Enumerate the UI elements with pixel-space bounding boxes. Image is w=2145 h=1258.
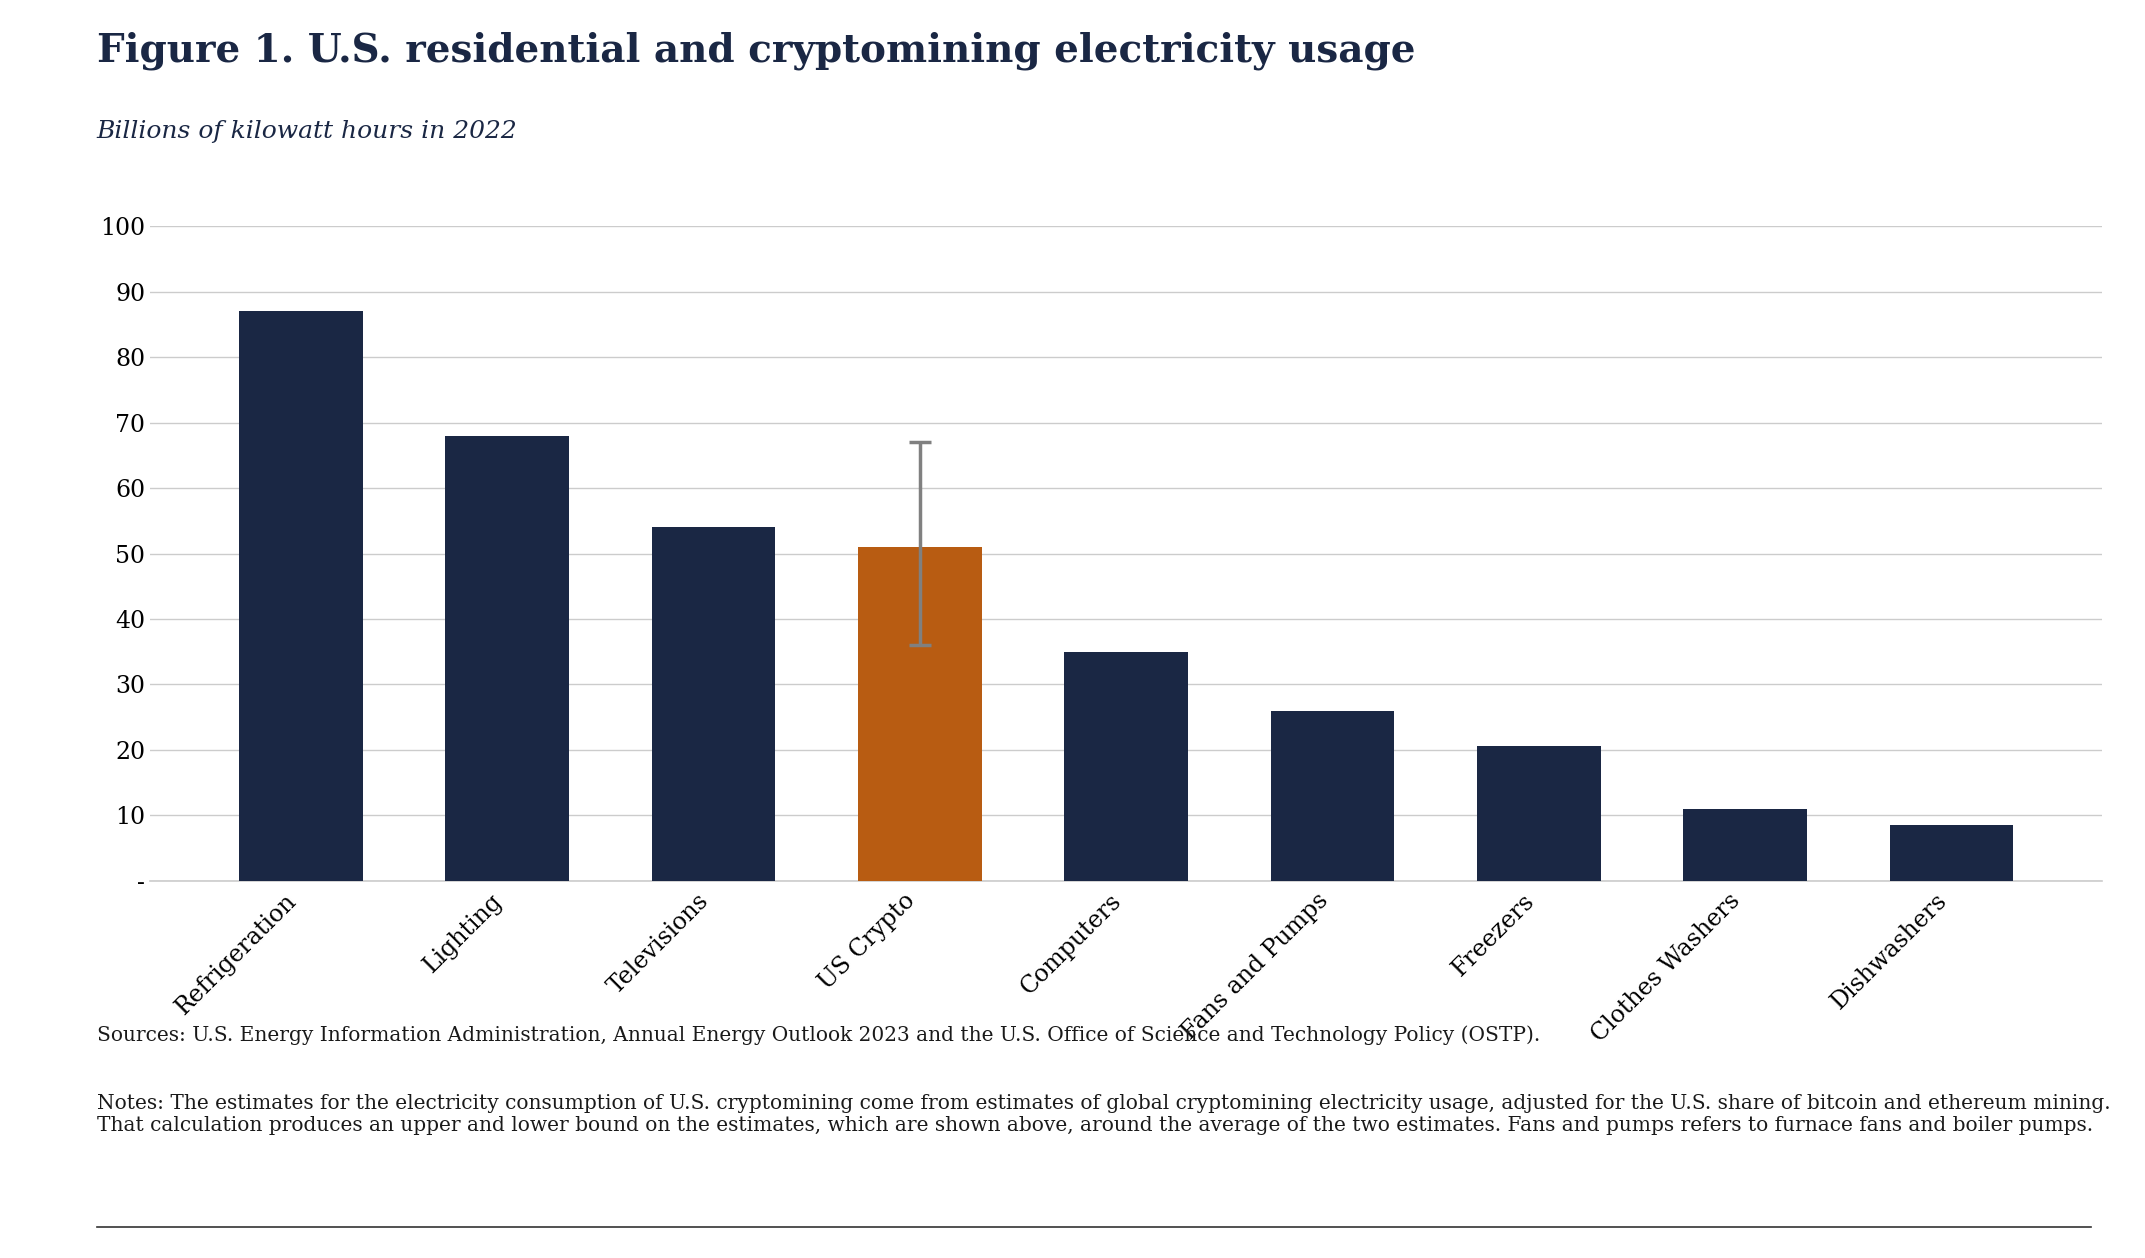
- Bar: [446, 435, 568, 881]
- Bar: [1064, 652, 1188, 881]
- Text: Billions of kilowatt hours in 2022: Billions of kilowatt hours in 2022: [97, 120, 517, 142]
- Bar: [1478, 746, 1600, 881]
- Bar: [858, 547, 982, 881]
- Text: Figure 1. U.S. residential and cryptomining electricity usage: Figure 1. U.S. residential and cryptomin…: [97, 31, 1416, 70]
- Bar: [238, 312, 363, 881]
- Bar: [652, 527, 774, 881]
- Bar: [1890, 825, 2014, 881]
- Text: Sources: U.S. Energy Information Administration, Annual Energy Outlook 2023 and : Sources: U.S. Energy Information Adminis…: [97, 1025, 1540, 1045]
- Text: Notes: The estimates for the electricity consumption of U.S. cryptomining come f: Notes: The estimates for the electricity…: [97, 1094, 2111, 1136]
- Bar: [1270, 711, 1394, 881]
- Bar: [1684, 809, 1806, 881]
